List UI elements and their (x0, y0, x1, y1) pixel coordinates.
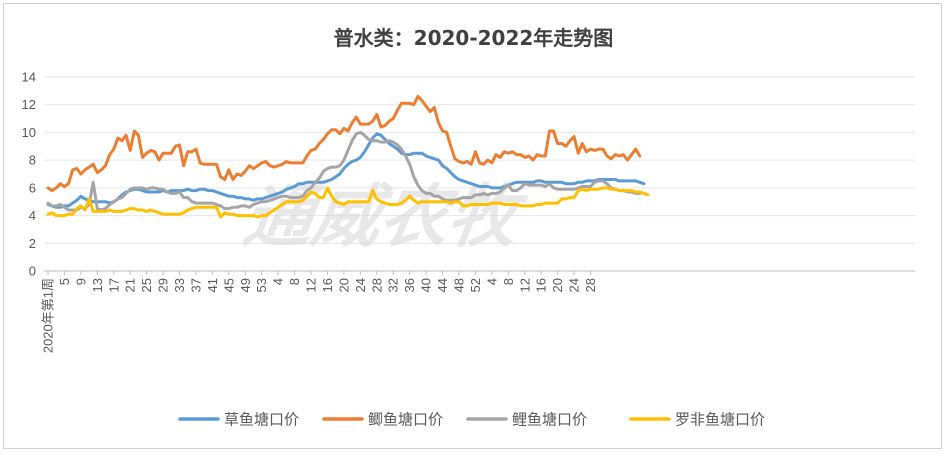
x-tick-label: 28 (583, 278, 598, 292)
gridlines (44, 76, 915, 272)
y-tick-label: 2 (29, 236, 36, 251)
x-tick-label: 49 (238, 278, 253, 292)
x-tick-label: 29 (156, 278, 171, 292)
y-tick-label: 14 (22, 70, 36, 85)
x-tick-label: 4 (484, 278, 499, 285)
y-tick-label: 6 (29, 180, 36, 195)
x-tick-label: 37 (188, 278, 203, 292)
x-tick-label: 24 (353, 278, 368, 292)
x-tick-label: 9 (73, 278, 88, 285)
x-tick-label: 48 (452, 278, 467, 292)
x-tick-label: 44 (435, 278, 450, 292)
series-line-4 (46, 186, 650, 219)
x-tick-label: 28 (369, 278, 384, 292)
chart-title: 普水类：2020-2022年走势图 (333, 26, 614, 50)
x-tick-label: 24 (567, 278, 582, 292)
x-tick-label: 53 (254, 278, 269, 292)
y-tick-label: 8 (29, 153, 36, 168)
x-tick-label: 5 (57, 278, 72, 285)
x-axis: 2020年第1周 5 9 13 17 21 25 29 33 37 41 45 49 53 4 8 12 16 20… (41, 271, 598, 353)
x-tick-label: 17 (106, 278, 121, 292)
x-tick-label: 8 (287, 278, 302, 285)
y-axis: 0 2 4 6 8 10 12 14 (22, 70, 36, 279)
x-tick-label: 52 (468, 278, 483, 292)
x-tick-label: 12 (517, 278, 532, 292)
x-tick-label: 32 (386, 278, 401, 292)
x-tick-label: 41 (205, 278, 220, 292)
series-line-3 (46, 130, 642, 212)
series-lines (46, 94, 650, 219)
legend-label: 鲤鱼塘口价 (512, 411, 587, 429)
legend: 草鱼塘口价 鲫鱼塘口价 鲤鱼塘口价 罗非鱼塘口价 (178, 411, 765, 429)
legend-label: 草鱼塘口价 (224, 411, 299, 429)
x-tick-label: 13 (90, 278, 105, 292)
x-tick-label: 45 (221, 278, 236, 292)
y-tick-label: 4 (29, 208, 36, 223)
series-line-2 (46, 94, 642, 193)
x-tick-label: 20 (550, 278, 565, 292)
x-tick-label: 4 (271, 278, 286, 285)
y-tick-label: 10 (22, 125, 36, 140)
x-tick-label: 8 (501, 278, 516, 285)
x-tick-label: 2020年第1周 (41, 278, 56, 353)
legend-label: 罗非鱼塘口价 (675, 411, 765, 429)
x-tick-label: 16 (320, 278, 335, 292)
y-tick-label: 12 (22, 97, 36, 112)
y-tick-label: 0 (29, 264, 36, 279)
x-tick-label: 25 (139, 278, 154, 292)
series-line-1 (46, 132, 646, 209)
x-tick-label: 12 (304, 278, 319, 292)
x-tick-label: 40 (419, 278, 434, 292)
x-tick-label: 16 (534, 278, 549, 292)
x-tick-label: 20 (336, 278, 351, 292)
x-tick-label: 36 (402, 278, 417, 292)
x-tick-label: 33 (172, 278, 187, 292)
x-tick-label: 21 (123, 278, 138, 292)
watermark: 通威农牧 (239, 178, 532, 257)
legend-label: 鲫鱼塘口价 (368, 411, 443, 429)
